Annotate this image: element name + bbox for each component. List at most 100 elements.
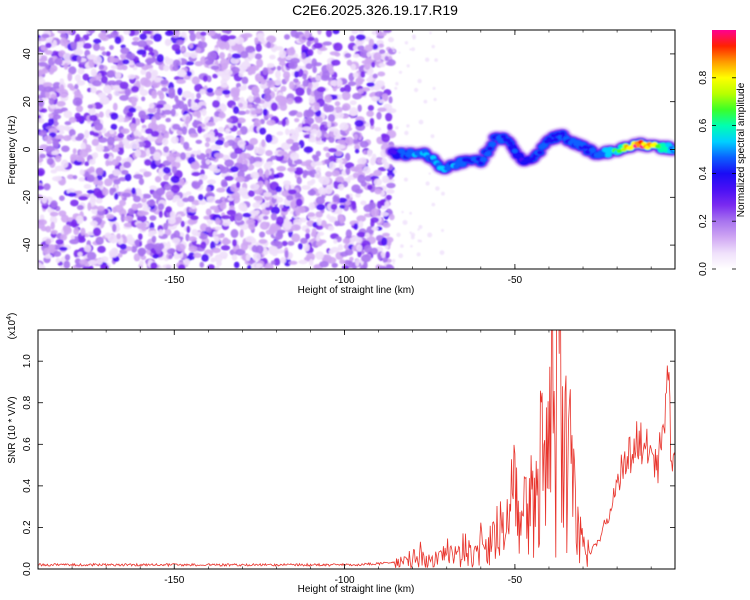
heatmap-cell — [98, 64, 105, 70]
heatmap-cell — [138, 110, 147, 119]
heatmap-cell — [234, 36, 245, 45]
x-tick-label: -100 — [335, 575, 355, 586]
y-tick-label: 0 — [22, 146, 33, 152]
heatmap-cell — [201, 108, 207, 117]
heatmap-cell — [378, 99, 385, 104]
heatmap-noise-cells — [38, 30, 445, 269]
heatmap-cell — [141, 96, 146, 102]
heatmap-cell — [268, 246, 276, 255]
heatmap-cell — [509, 145, 516, 150]
heatmap-cell — [391, 46, 395, 50]
heatmap-cell — [165, 39, 173, 46]
heatmap-cell — [171, 43, 181, 52]
heatmap-cell — [182, 197, 190, 203]
heatmap-cell — [286, 138, 294, 145]
heatmap-cell — [216, 71, 225, 77]
heatmap-cell — [247, 104, 254, 109]
heatmap-cell — [69, 239, 79, 245]
heatmap-cell — [100, 75, 108, 84]
heatmap-cell — [168, 87, 176, 96]
heatmap-cell — [197, 40, 203, 49]
heatmap-cell — [198, 174, 208, 181]
heatmap-cell — [258, 239, 268, 244]
heatmap-cell — [262, 215, 269, 220]
heatmap-cell — [265, 169, 270, 178]
heatmap-cell — [280, 257, 287, 264]
heatmap-cell — [237, 110, 247, 115]
spectrogram-xlabel: Height of straight line (km) — [298, 285, 415, 296]
heatmap-cell — [111, 147, 120, 153]
heatmap-cell — [330, 246, 340, 253]
heatmap-cell — [79, 148, 89, 158]
heatmap-cell — [315, 196, 325, 205]
heatmap-cell — [38, 99, 45, 107]
heatmap-cell — [92, 80, 102, 87]
heatmap-cell — [59, 88, 69, 98]
heatmap-cell — [384, 200, 390, 209]
heatmap-cell — [212, 168, 221, 174]
heatmap-cell — [84, 129, 89, 139]
heatmap-cell — [50, 221, 55, 230]
heatmap-cell — [475, 156, 482, 162]
snr-scale-close: ) — [7, 313, 18, 316]
heatmap-cell — [295, 198, 303, 207]
heatmap-cell — [364, 232, 370, 238]
heatmap-cell — [574, 140, 581, 145]
heatmap-cell — [411, 47, 415, 52]
heatmap-cell — [48, 97, 55, 106]
heatmap-cell — [345, 152, 351, 162]
heatmap-cell — [382, 175, 390, 184]
heatmap-cell — [286, 195, 294, 201]
heatmap-cell — [123, 161, 132, 169]
heatmap-cell — [309, 133, 315, 141]
heatmap-cell — [100, 256, 109, 263]
heatmap-cell — [285, 128, 290, 136]
heatmap-cell — [427, 232, 433, 238]
x-tick-label: -100 — [335, 275, 355, 286]
snr-xlabel: Height of straight line (km) — [298, 584, 415, 595]
heatmap-cell — [222, 89, 231, 95]
heatmap-cell — [91, 138, 100, 146]
heatmap-cell — [161, 87, 168, 92]
heatmap-cell — [366, 51, 371, 58]
heatmap-cell — [605, 152, 611, 157]
heatmap-cell — [210, 65, 220, 71]
heatmap-cell — [417, 228, 420, 231]
heatmap-cell — [295, 209, 301, 216]
heatmap-cell — [284, 182, 290, 191]
heatmap-cell — [301, 52, 307, 60]
heatmap-cell — [180, 136, 185, 145]
heatmap-cell — [110, 65, 118, 70]
heatmap-cell — [198, 179, 203, 186]
heatmap-cell — [206, 30, 215, 37]
heatmap-cell — [167, 216, 176, 225]
heatmap-cell — [281, 240, 288, 247]
heatmap-cell — [374, 188, 382, 195]
heatmap-cell — [202, 75, 208, 82]
heatmap-cell — [97, 137, 108, 143]
heatmap-cell — [214, 152, 224, 159]
heatmap-cell — [373, 52, 382, 61]
heatmap-cell — [441, 229, 444, 232]
heatmap-cell — [38, 40, 42, 45]
heatmap-cell — [105, 159, 110, 167]
heatmap-cell — [206, 75, 212, 83]
heatmap-cell — [67, 72, 73, 82]
heatmap-cell — [139, 33, 148, 40]
heatmap-cell — [112, 223, 117, 233]
heatmap-cell — [142, 140, 152, 149]
heatmap-cell — [334, 52, 341, 57]
heatmap-cell — [188, 245, 198, 253]
heatmap-cell — [165, 117, 171, 123]
heatmap-cell — [114, 36, 122, 44]
heatmap-cell — [219, 251, 229, 259]
heatmap-cell — [264, 201, 271, 208]
heatmap-cell — [162, 166, 171, 174]
heatmap-cell — [172, 59, 181, 67]
heatmap-cell — [137, 247, 147, 256]
heatmap-cell — [109, 129, 115, 135]
heatmap-cell — [38, 219, 47, 226]
heatmap-cell — [154, 175, 162, 183]
heatmap-cell — [370, 208, 380, 217]
heatmap-cell — [238, 202, 247, 212]
